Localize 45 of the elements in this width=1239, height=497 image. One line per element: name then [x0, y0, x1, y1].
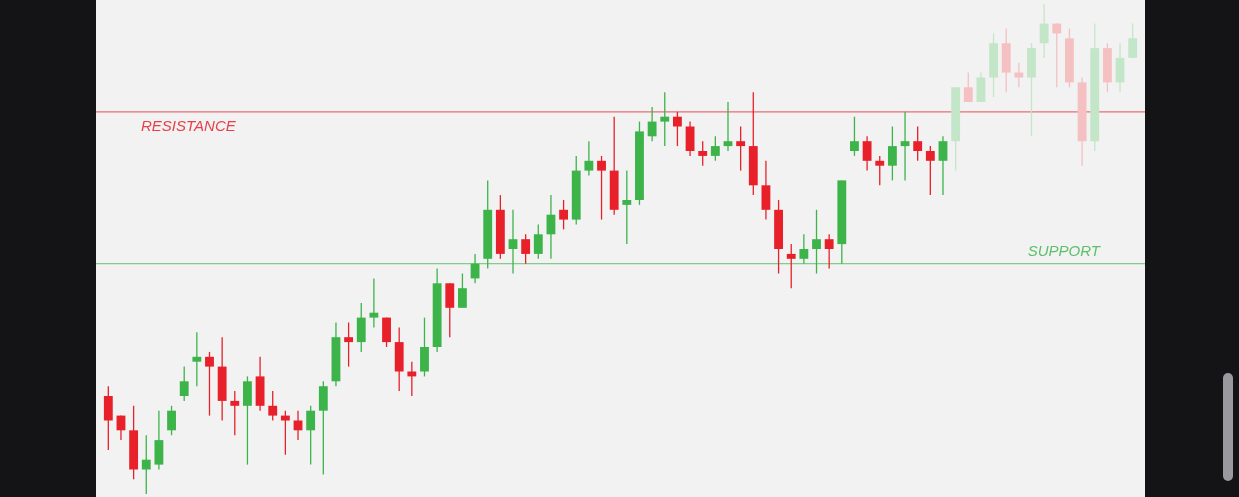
candlestick: [850, 116, 859, 157]
candlestick: [799, 233, 809, 265]
candlestick: [230, 390, 240, 436]
candlestick: [736, 125, 746, 172]
candlestick: [458, 272, 467, 309]
candlestick: [521, 233, 531, 265]
candlestick: [1014, 62, 1024, 88]
candlestick: [622, 169, 632, 245]
candlestick: [1128, 22, 1138, 59]
candlestick: [344, 321, 354, 368]
candlestick: [369, 277, 379, 329]
candlestick: [786, 243, 796, 289]
candlestick: [812, 209, 821, 275]
candlestick: [167, 405, 176, 436]
candlestick: [887, 125, 897, 182]
candlestick: [597, 155, 606, 221]
candlestick: [584, 140, 594, 177]
candlestick: [205, 351, 214, 417]
candlestick: [875, 155, 885, 186]
candlestick: [192, 331, 202, 387]
candlestick: [1052, 22, 1062, 88]
ref-line-label: RESISTANCE: [141, 116, 237, 134]
candlestick: [963, 71, 973, 103]
candlestick: [913, 125, 923, 162]
candlestick: [306, 405, 316, 466]
candlestick: [672, 111, 682, 147]
candlestick: [925, 145, 935, 196]
candlestick: [179, 365, 189, 402]
candlestick: [900, 111, 910, 182]
candlestick: [141, 434, 151, 495]
ref-line-label: SUPPORT: [1027, 241, 1102, 259]
candlestick: [533, 223, 543, 260]
candlestick: [698, 140, 708, 167]
candlestick: [723, 101, 733, 152]
candlestick: [660, 91, 670, 147]
candlestick: [508, 209, 518, 275]
candlestick: [824, 233, 834, 270]
candlestick: [710, 135, 720, 162]
candlestick: [1039, 3, 1049, 59]
candlestick: [268, 390, 278, 422]
candlestick: [938, 135, 948, 196]
candlestick: [559, 199, 569, 231]
candlestick: [280, 410, 290, 456]
candlestick: [647, 106, 657, 142]
candlestick: [862, 135, 872, 172]
